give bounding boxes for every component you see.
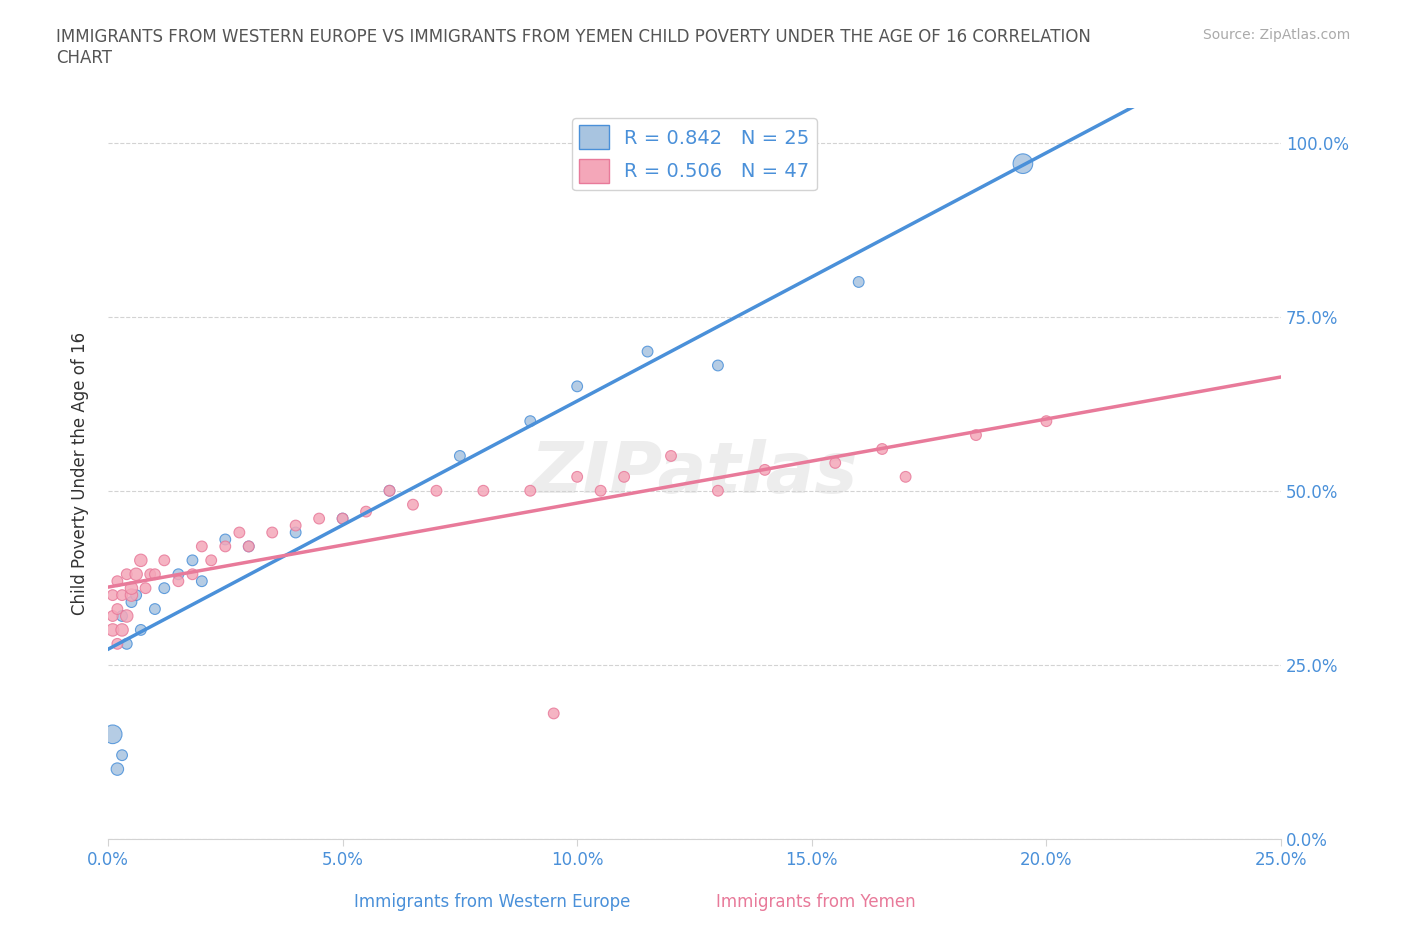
Point bbox=[120, 580, 142, 595]
Point bbox=[191, 539, 214, 554]
Point bbox=[402, 498, 425, 512]
Point bbox=[125, 566, 148, 581]
Point bbox=[115, 636, 138, 651]
Point bbox=[707, 484, 730, 498]
Point bbox=[214, 539, 236, 554]
Point bbox=[378, 484, 401, 498]
Point bbox=[111, 622, 134, 637]
Point bbox=[101, 588, 124, 603]
Point bbox=[824, 456, 846, 471]
Point bbox=[472, 484, 495, 498]
Point bbox=[848, 274, 870, 289]
Point bbox=[105, 602, 128, 617]
Point bbox=[332, 512, 354, 526]
Point bbox=[332, 512, 354, 526]
Point bbox=[115, 608, 138, 623]
Point bbox=[567, 470, 589, 485]
Point bbox=[589, 484, 612, 498]
Point bbox=[129, 622, 152, 637]
Point bbox=[1035, 414, 1057, 429]
Point bbox=[101, 622, 124, 637]
Point bbox=[870, 442, 893, 457]
Point bbox=[894, 470, 917, 485]
Point bbox=[105, 762, 128, 777]
Point bbox=[214, 532, 236, 547]
Text: IMMIGRANTS FROM WESTERN EUROPE VS IMMIGRANTS FROM YEMEN CHILD POVERTY UNDER THE : IMMIGRANTS FROM WESTERN EUROPE VS IMMIGR… bbox=[56, 28, 1091, 67]
Point bbox=[754, 462, 776, 477]
Point bbox=[105, 574, 128, 589]
Point bbox=[262, 525, 284, 540]
Point bbox=[519, 484, 541, 498]
Point bbox=[613, 470, 636, 485]
Point bbox=[181, 553, 204, 568]
Point bbox=[378, 484, 401, 498]
Point bbox=[637, 344, 659, 359]
Point bbox=[354, 504, 377, 519]
Point bbox=[120, 588, 142, 603]
Point bbox=[200, 553, 222, 568]
Point bbox=[425, 484, 447, 498]
Point bbox=[543, 706, 565, 721]
Point bbox=[519, 414, 541, 429]
Point bbox=[115, 566, 138, 581]
Point bbox=[129, 553, 152, 568]
Point bbox=[238, 539, 260, 554]
Point bbox=[125, 588, 148, 603]
Point bbox=[101, 727, 124, 742]
Point bbox=[167, 574, 190, 589]
Point bbox=[143, 602, 166, 617]
Point bbox=[143, 566, 166, 581]
Text: Source: ZipAtlas.com: Source: ZipAtlas.com bbox=[1202, 28, 1350, 42]
Point bbox=[1012, 156, 1035, 171]
Point bbox=[101, 608, 124, 623]
Point bbox=[228, 525, 250, 540]
Point bbox=[191, 574, 214, 589]
Point bbox=[120, 594, 142, 609]
Point bbox=[965, 428, 987, 443]
Text: Immigrants from Yemen: Immigrants from Yemen bbox=[716, 894, 915, 911]
Point bbox=[111, 588, 134, 603]
Point bbox=[238, 539, 260, 554]
Legend: R = 0.842   N = 25, R = 0.506   N = 47: R = 0.842 N = 25, R = 0.506 N = 47 bbox=[572, 118, 817, 191]
Point bbox=[659, 448, 682, 463]
Point bbox=[308, 512, 330, 526]
Point bbox=[139, 566, 162, 581]
Point bbox=[449, 448, 471, 463]
Point bbox=[181, 566, 204, 581]
Point bbox=[153, 553, 176, 568]
Point bbox=[135, 580, 157, 595]
Y-axis label: Child Poverty Under the Age of 16: Child Poverty Under the Age of 16 bbox=[72, 332, 89, 615]
Text: Immigrants from Western Europe: Immigrants from Western Europe bbox=[354, 894, 630, 911]
Point bbox=[284, 525, 307, 540]
Text: ZIPatlas: ZIPatlas bbox=[531, 439, 858, 508]
Point bbox=[567, 379, 589, 393]
Point bbox=[111, 748, 134, 763]
Point bbox=[707, 358, 730, 373]
Point bbox=[284, 518, 307, 533]
Point bbox=[111, 608, 134, 623]
Point bbox=[167, 566, 190, 581]
Point bbox=[105, 636, 128, 651]
Point bbox=[153, 580, 176, 595]
